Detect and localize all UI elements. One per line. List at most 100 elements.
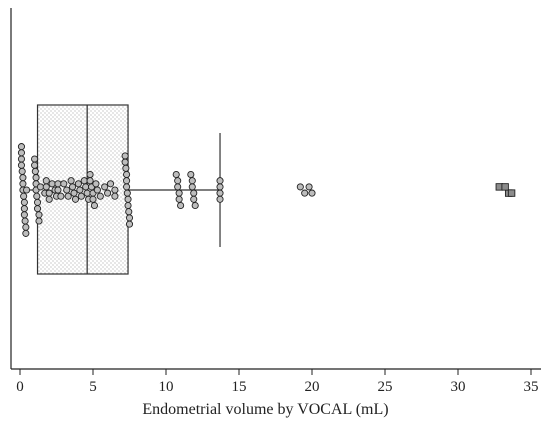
data-point — [121, 158, 129, 166]
data-point — [190, 189, 198, 197]
data-point — [71, 195, 80, 203]
data-point — [48, 180, 56, 188]
data-point — [125, 214, 134, 222]
data-point — [70, 189, 78, 197]
data-point — [175, 195, 183, 203]
data-point — [20, 198, 28, 206]
data-point — [17, 143, 26, 151]
data-point — [123, 170, 131, 179]
x-tick-label: 20 — [305, 379, 320, 395]
data-point — [63, 186, 71, 194]
data-point — [31, 161, 39, 169]
data-point — [190, 195, 198, 203]
outlier-point — [507, 189, 516, 197]
data-point — [35, 211, 43, 219]
data-point — [45, 189, 53, 197]
data-point — [57, 192, 65, 200]
data-point — [23, 186, 31, 194]
data-point — [96, 192, 104, 200]
data-point — [92, 180, 100, 188]
data-point — [174, 183, 182, 191]
data-point — [124, 195, 132, 203]
data-point — [77, 192, 85, 200]
x-tick-label: 10 — [159, 379, 174, 395]
data-point — [216, 195, 224, 203]
data-point — [76, 186, 84, 194]
data-point — [74, 180, 82, 188]
data-point — [111, 192, 119, 200]
data-point — [125, 208, 133, 216]
data-point — [42, 177, 50, 185]
data-point — [32, 174, 40, 182]
data-point — [308, 189, 316, 197]
data-point — [86, 170, 94, 179]
data-point — [64, 192, 72, 200]
data-point — [172, 170, 180, 179]
data-point — [20, 205, 28, 213]
data-point — [177, 201, 185, 210]
x-tick-label: 35 — [524, 379, 539, 395]
data-point — [86, 177, 94, 185]
data-point — [31, 167, 39, 175]
data-point — [191, 201, 199, 210]
data-point — [216, 189, 224, 197]
data-point — [21, 217, 29, 225]
x-tick-label: 5 — [89, 379, 97, 395]
data-point — [82, 183, 90, 191]
data-point — [106, 180, 115, 188]
outlier-point — [501, 183, 509, 191]
data-point — [80, 177, 88, 185]
data-point — [20, 192, 28, 200]
data-point — [89, 195, 97, 203]
data-point — [54, 180, 62, 188]
data-point — [22, 223, 30, 231]
data-point — [17, 161, 26, 169]
data-point — [101, 183, 109, 191]
data-point — [121, 152, 129, 160]
data-point — [111, 186, 119, 194]
data-point — [33, 205, 42, 213]
data-point — [69, 183, 77, 191]
data-point — [90, 201, 99, 210]
x-tick-label: 15 — [232, 379, 247, 395]
data-point — [83, 189, 91, 197]
data-point — [188, 183, 196, 191]
plot-area — [17, 104, 516, 275]
x-tick-label: 30 — [451, 379, 466, 395]
data-point — [305, 183, 313, 191]
data-point — [20, 211, 28, 219]
x-tick-label: 0 — [16, 379, 24, 395]
x-axis: 0 5 10 15 20 25 30 35 — [10, 8, 541, 395]
data-point — [19, 180, 27, 188]
data-point — [67, 177, 75, 185]
data-point — [17, 155, 26, 163]
data-point — [54, 186, 62, 194]
data-point — [187, 170, 195, 179]
data-point — [31, 155, 39, 163]
data-point — [17, 149, 26, 157]
data-point — [60, 180, 68, 188]
data-point — [33, 192, 41, 200]
data-point — [123, 189, 131, 197]
data-point — [123, 177, 131, 185]
data-point — [18, 167, 26, 175]
data-point — [216, 177, 224, 185]
data-point — [36, 183, 44, 191]
data-point — [301, 189, 309, 197]
data-point — [188, 177, 196, 185]
data-point — [93, 186, 101, 194]
data-point — [296, 183, 304, 191]
data-point — [122, 164, 130, 172]
data-point — [216, 183, 224, 191]
data-point — [33, 198, 42, 206]
data-point — [104, 189, 112, 197]
data-point — [45, 195, 53, 203]
data-point — [125, 220, 134, 228]
data-point — [35, 217, 43, 225]
data-point — [42, 183, 50, 191]
data-point — [19, 174, 27, 182]
data-point — [123, 183, 131, 191]
data-point — [175, 189, 183, 197]
x-axis-title: Endometrial volume by VOCAL (mL) — [142, 401, 388, 418]
